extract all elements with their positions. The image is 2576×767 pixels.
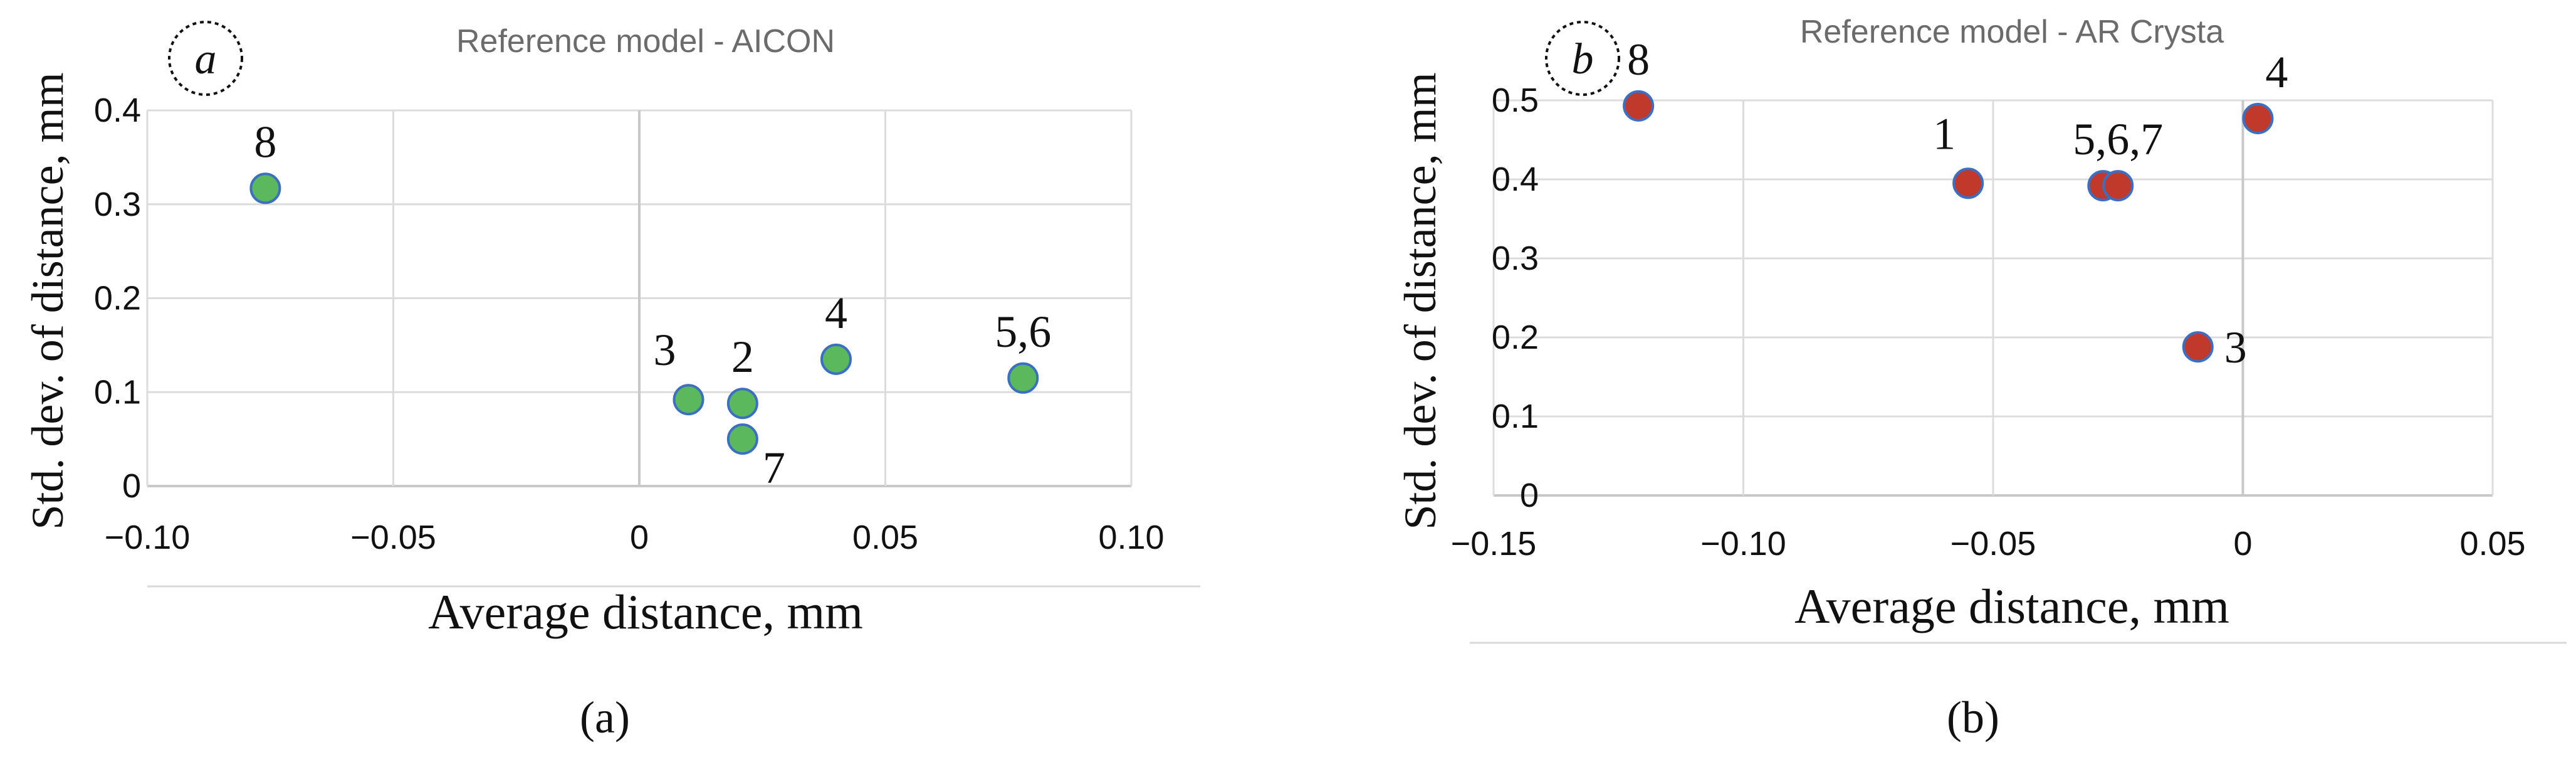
data-label: 5,6 bbox=[995, 307, 1051, 357]
y-tick-label: 0 bbox=[1520, 477, 1539, 514]
y-tick-label: 0.4 bbox=[94, 92, 141, 129]
data-point bbox=[249, 172, 281, 204]
x-tick-label: −0.05 bbox=[350, 519, 436, 556]
y-tick-label: 0.2 bbox=[1492, 319, 1539, 356]
data-point bbox=[2102, 170, 2134, 202]
data-point bbox=[1007, 362, 1039, 394]
y-tick-label: 0.4 bbox=[1492, 161, 1539, 198]
x-tick-label: −0.10 bbox=[1700, 525, 1786, 563]
x-tick-label: 0 bbox=[2233, 525, 2252, 563]
data-label: 8 bbox=[1627, 34, 1650, 85]
data-point bbox=[820, 343, 852, 375]
data-label: 5,6,7 bbox=[2073, 114, 2163, 164]
data-label: 3 bbox=[2224, 322, 2247, 373]
data-label: 7 bbox=[763, 443, 785, 493]
x-tick-label: −0.10 bbox=[105, 519, 191, 556]
y-axis-label: Std. dev. of distance, mm bbox=[23, 72, 73, 529]
y-tick-label: 0.2 bbox=[94, 280, 141, 317]
y-tick-label: 0.3 bbox=[94, 186, 141, 223]
data-point bbox=[2242, 102, 2274, 134]
data-label: 8 bbox=[254, 117, 276, 167]
panel-badge-label: a bbox=[195, 35, 217, 83]
chart-panel-a: 0 0.1 0.2 0.3 0.4 −0.10 −0.05 0 0.05 0.10 Referenc… bbox=[23, 21, 1200, 743]
panel-caption: (b) bbox=[1947, 692, 1999, 743]
chart-title: Reference model - AICON bbox=[456, 23, 835, 60]
data-label: 3 bbox=[654, 325, 676, 375]
data-point bbox=[1952, 167, 1984, 199]
data-label: 2 bbox=[731, 332, 754, 382]
y-axis-label: Std. dev. of distance, mm bbox=[1395, 72, 1445, 529]
x-tick-label: 0.10 bbox=[1098, 519, 1164, 556]
x-axis-label: Average distance, mm bbox=[1794, 579, 2229, 633]
y-tick-label: 0.1 bbox=[94, 373, 141, 411]
y-tick-label: 0 bbox=[122, 467, 141, 505]
data-point bbox=[1623, 90, 1655, 122]
panel-badge-circle bbox=[168, 21, 243, 96]
data-label: 1 bbox=[1933, 108, 1956, 159]
data-point bbox=[726, 423, 758, 455]
data-point bbox=[726, 388, 758, 420]
x-tick-label: 0.05 bbox=[852, 519, 918, 556]
data-label: 4 bbox=[2265, 47, 2288, 97]
panel-caption: (a) bbox=[580, 692, 630, 743]
x-tick-label: −0.15 bbox=[1451, 525, 1537, 563]
chart-title: Reference model - AR Crysta bbox=[1800, 14, 2224, 50]
data-point bbox=[2182, 331, 2214, 363]
data-label: 4 bbox=[825, 288, 847, 338]
x-tick-label: 0.05 bbox=[2459, 525, 2525, 563]
y-tick-label: 0.3 bbox=[1492, 240, 1539, 277]
y-tick-label: 0.1 bbox=[1492, 398, 1539, 435]
panel-badge-circle bbox=[1545, 21, 1620, 96]
data-point bbox=[673, 384, 704, 416]
x-tick-label: 0 bbox=[630, 519, 649, 556]
y-tick-label: 0.5 bbox=[1492, 82, 1539, 119]
x-axis-label: Average distance, mm bbox=[428, 585, 863, 639]
x-tick-label: −0.05 bbox=[1950, 525, 2036, 563]
chart-panel-b: 0 0.1 0.2 0.3 0.4 0.5 −0.15 −0.10 −0.05 0 0.05 Refe… bbox=[1395, 14, 2567, 743]
panel-badge-label: b bbox=[1572, 35, 1594, 83]
